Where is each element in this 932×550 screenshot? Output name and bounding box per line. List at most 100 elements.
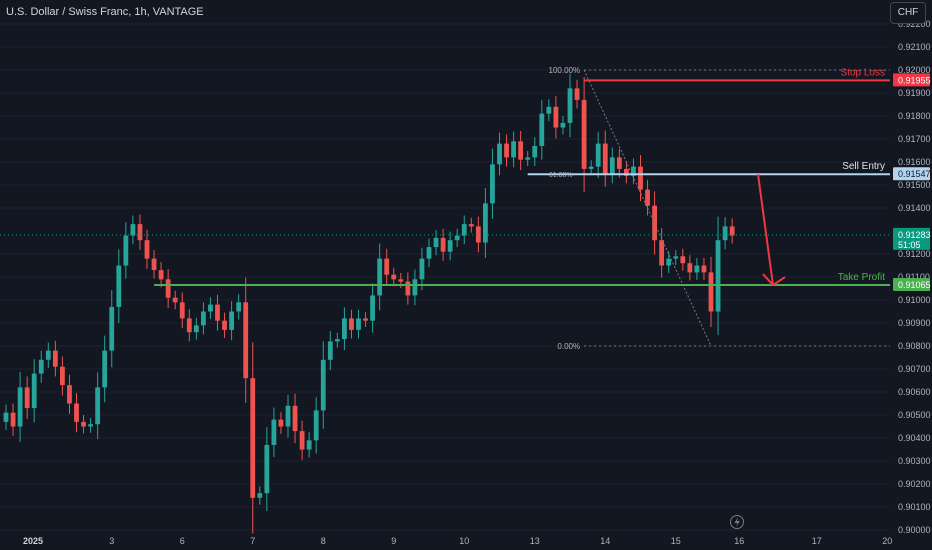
candle — [356, 318, 361, 330]
candle — [560, 122, 566, 128]
candle — [666, 258, 672, 266]
candle — [377, 258, 383, 296]
candle — [412, 279, 418, 296]
candle — [511, 141, 516, 158]
y-tick-label: 0.91400 — [898, 203, 931, 213]
candle — [186, 318, 192, 333]
y-tick-label: 0.91500 — [898, 180, 931, 190]
candle — [588, 166, 594, 169]
candle — [631, 166, 636, 176]
candle — [518, 141, 524, 160]
candle — [299, 431, 305, 450]
candle — [342, 318, 347, 340]
x-tick-label: 14 — [600, 536, 610, 546]
candle — [208, 304, 213, 312]
candle — [313, 410, 319, 441]
candle — [659, 240, 665, 266]
candle — [45, 350, 51, 360]
candle — [419, 258, 425, 280]
candle — [229, 311, 234, 330]
y-tick-label: 0.90000 — [898, 525, 931, 535]
y-tick-label: 0.91200 — [898, 249, 931, 259]
candle — [405, 281, 411, 296]
candle — [624, 168, 629, 176]
candle — [595, 143, 601, 167]
y-tick-label: 0.90800 — [898, 341, 931, 351]
candle — [74, 403, 79, 422]
candle — [243, 302, 249, 379]
candle — [88, 424, 93, 427]
sell-entry-price-label: 0.91547 — [898, 169, 931, 179]
candle — [10, 412, 16, 427]
candle — [645, 189, 650, 206]
candle — [179, 302, 185, 319]
current-price-countdown-label: 51:05 — [898, 240, 921, 250]
stop-loss-label: Stop Loss — [841, 67, 885, 78]
y-tick-label: 0.91800 — [898, 111, 931, 121]
candle — [638, 166, 643, 190]
fib-trend-line — [583, 69, 712, 347]
x-tick-label: 9 — [391, 536, 396, 546]
candle — [102, 350, 108, 388]
candle — [539, 113, 545, 146]
y-tick-label: 0.91700 — [898, 134, 931, 144]
candle — [151, 258, 157, 271]
y-tick-label: 0.91100 — [898, 272, 930, 282]
candle — [701, 265, 707, 273]
candle — [687, 263, 693, 273]
candle — [222, 320, 227, 330]
currency-button[interactable]: CHF — [890, 2, 926, 24]
candle — [3, 412, 9, 422]
candle — [454, 235, 460, 241]
y-tick-label: 0.90400 — [898, 433, 931, 443]
y-tick-label: 0.91600 — [898, 157, 931, 167]
y-tick-label: 0.90500 — [898, 410, 931, 420]
candle — [722, 226, 728, 241]
sell-entry-label: Sell Entry — [842, 161, 885, 172]
candle — [193, 325, 199, 333]
y-tick-label: 0.90700 — [898, 364, 931, 374]
candle — [264, 444, 270, 494]
stop-loss-price-label: 0.91955 — [898, 75, 931, 85]
candle — [292, 405, 298, 432]
candle — [130, 224, 136, 236]
y-tick-label: 0.92100 — [898, 42, 931, 52]
candle — [334, 339, 340, 342]
candle — [447, 240, 453, 252]
y-tick-label: 0.90900 — [898, 318, 931, 328]
take-profit-label: Take Profit — [838, 272, 885, 283]
x-tick-label: 3 — [109, 536, 114, 546]
candle — [715, 240, 721, 312]
candle — [116, 265, 122, 307]
y-tick-label: 0.91900 — [898, 88, 931, 98]
x-tick-label: 13 — [530, 536, 540, 546]
candle — [708, 272, 714, 312]
candle — [31, 373, 37, 409]
candle — [285, 405, 291, 427]
symbol-title: U.S. Dollar / Swiss Franc, 1h, VANTAGE — [6, 6, 204, 18]
candle — [384, 258, 390, 275]
x-tick-label: 15 — [671, 536, 681, 546]
candle — [17, 387, 23, 427]
candle — [172, 297, 178, 303]
candle — [278, 419, 284, 427]
candle — [504, 143, 509, 158]
take-profit-tag — [893, 278, 930, 292]
candle — [602, 143, 608, 174]
candle — [60, 366, 65, 386]
candle — [320, 359, 326, 411]
x-tick-label: 16 — [734, 536, 744, 546]
candle — [609, 157, 615, 174]
candle — [271, 419, 277, 445]
candle — [497, 143, 502, 165]
y-tick-label: 0.90300 — [898, 456, 931, 466]
candle — [158, 270, 164, 280]
candle — [67, 385, 72, 404]
candle — [553, 106, 559, 128]
take-profit-price-label: 0.91065 — [898, 280, 931, 290]
fib-618-label: 61.80% — [549, 172, 573, 179]
candle — [468, 224, 474, 227]
x-tick-label: 10 — [459, 536, 469, 546]
candle — [250, 378, 256, 498]
